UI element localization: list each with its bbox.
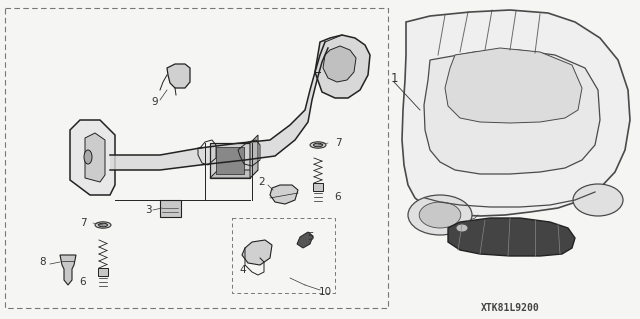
Ellipse shape — [408, 195, 472, 235]
Text: 8: 8 — [40, 257, 46, 267]
Text: 2: 2 — [259, 177, 266, 187]
Text: 6: 6 — [335, 192, 341, 202]
Text: 1: 1 — [390, 71, 397, 85]
Ellipse shape — [84, 150, 92, 164]
Polygon shape — [402, 10, 630, 216]
Polygon shape — [110, 42, 328, 170]
Text: 7: 7 — [335, 138, 341, 148]
Polygon shape — [424, 50, 600, 174]
Polygon shape — [315, 35, 370, 98]
Polygon shape — [323, 46, 356, 82]
Polygon shape — [167, 64, 190, 88]
Bar — [216, 147, 244, 174]
Ellipse shape — [419, 202, 461, 228]
Polygon shape — [448, 218, 575, 256]
Polygon shape — [60, 255, 76, 285]
Polygon shape — [250, 135, 258, 178]
Polygon shape — [297, 232, 313, 248]
FancyBboxPatch shape — [159, 199, 180, 217]
Text: 6: 6 — [80, 277, 86, 287]
Polygon shape — [70, 120, 115, 195]
Bar — [210, 143, 250, 178]
Polygon shape — [242, 240, 272, 265]
Ellipse shape — [95, 222, 111, 228]
Text: 4: 4 — [240, 265, 246, 275]
Text: 5: 5 — [307, 232, 314, 242]
Ellipse shape — [99, 223, 108, 227]
Ellipse shape — [314, 143, 323, 147]
Text: XTK81L9200: XTK81L9200 — [481, 303, 540, 313]
Bar — [98, 268, 108, 276]
Text: 3: 3 — [145, 205, 151, 215]
Polygon shape — [445, 48, 582, 123]
Text: 7: 7 — [80, 218, 86, 228]
Ellipse shape — [310, 142, 326, 148]
Ellipse shape — [456, 224, 468, 232]
Bar — [313, 183, 323, 191]
Polygon shape — [85, 133, 105, 182]
Text: 9: 9 — [152, 97, 158, 107]
Ellipse shape — [573, 184, 623, 216]
Text: 10: 10 — [319, 287, 332, 297]
Polygon shape — [270, 185, 298, 204]
Polygon shape — [210, 170, 258, 178]
